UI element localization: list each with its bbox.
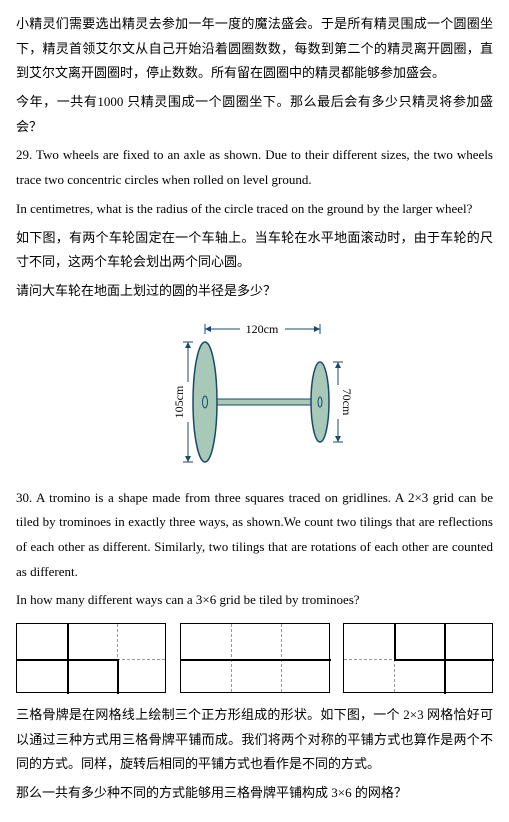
- dim-120: 120cm: [245, 322, 278, 336]
- p28-cn-2: 今年，一共有1000 只精灵围成一个圆圈坐下。那么最后会有多少只精灵将参加盛会？: [16, 90, 493, 139]
- p29-en-2: In centimetres, what is the radius of th…: [16, 197, 493, 222]
- tromino-diagram: [16, 623, 493, 693]
- p29-cn-2: 请问大车轮在地面上划过的圆的半径是多少？: [16, 279, 493, 304]
- dim-105: 105cm: [172, 385, 186, 418]
- dim-70: 70cm: [340, 388, 354, 415]
- p28-cn-1: 小精灵们需要选出精灵去参加一年一度的魔法盛会。于是所有精灵围成一个圆圈坐下，精灵…: [16, 12, 493, 86]
- tiling-2: [180, 623, 330, 693]
- wheels-diagram: 120cm 105cm 70cm: [16, 312, 493, 472]
- p29-en-1: 29. Two wheels are fixed to an axle as s…: [16, 143, 493, 192]
- p30-cn-2: 那么一共有多少种不同的方式能够用三格骨牌平铺构成 3×6 的网格？: [16, 781, 493, 806]
- tiling-1: [16, 623, 166, 693]
- p29-cn-1: 如下图，有两个车轮固定在一个车轴上。当车轮在水平地面滚动时，由于车轮的尺寸不同，…: [16, 226, 493, 275]
- p30-cn-1: 三格骨牌是在网格线上绘制三个正方形组成的形状。如下图，一个 2×3 网格恰好可以…: [16, 703, 493, 777]
- p30-en-2: In how many different ways can a 3×6 gri…: [16, 588, 493, 613]
- p30-en-1: 30. A tromino is a shape made from three…: [16, 486, 493, 585]
- tiling-3: [343, 623, 493, 693]
